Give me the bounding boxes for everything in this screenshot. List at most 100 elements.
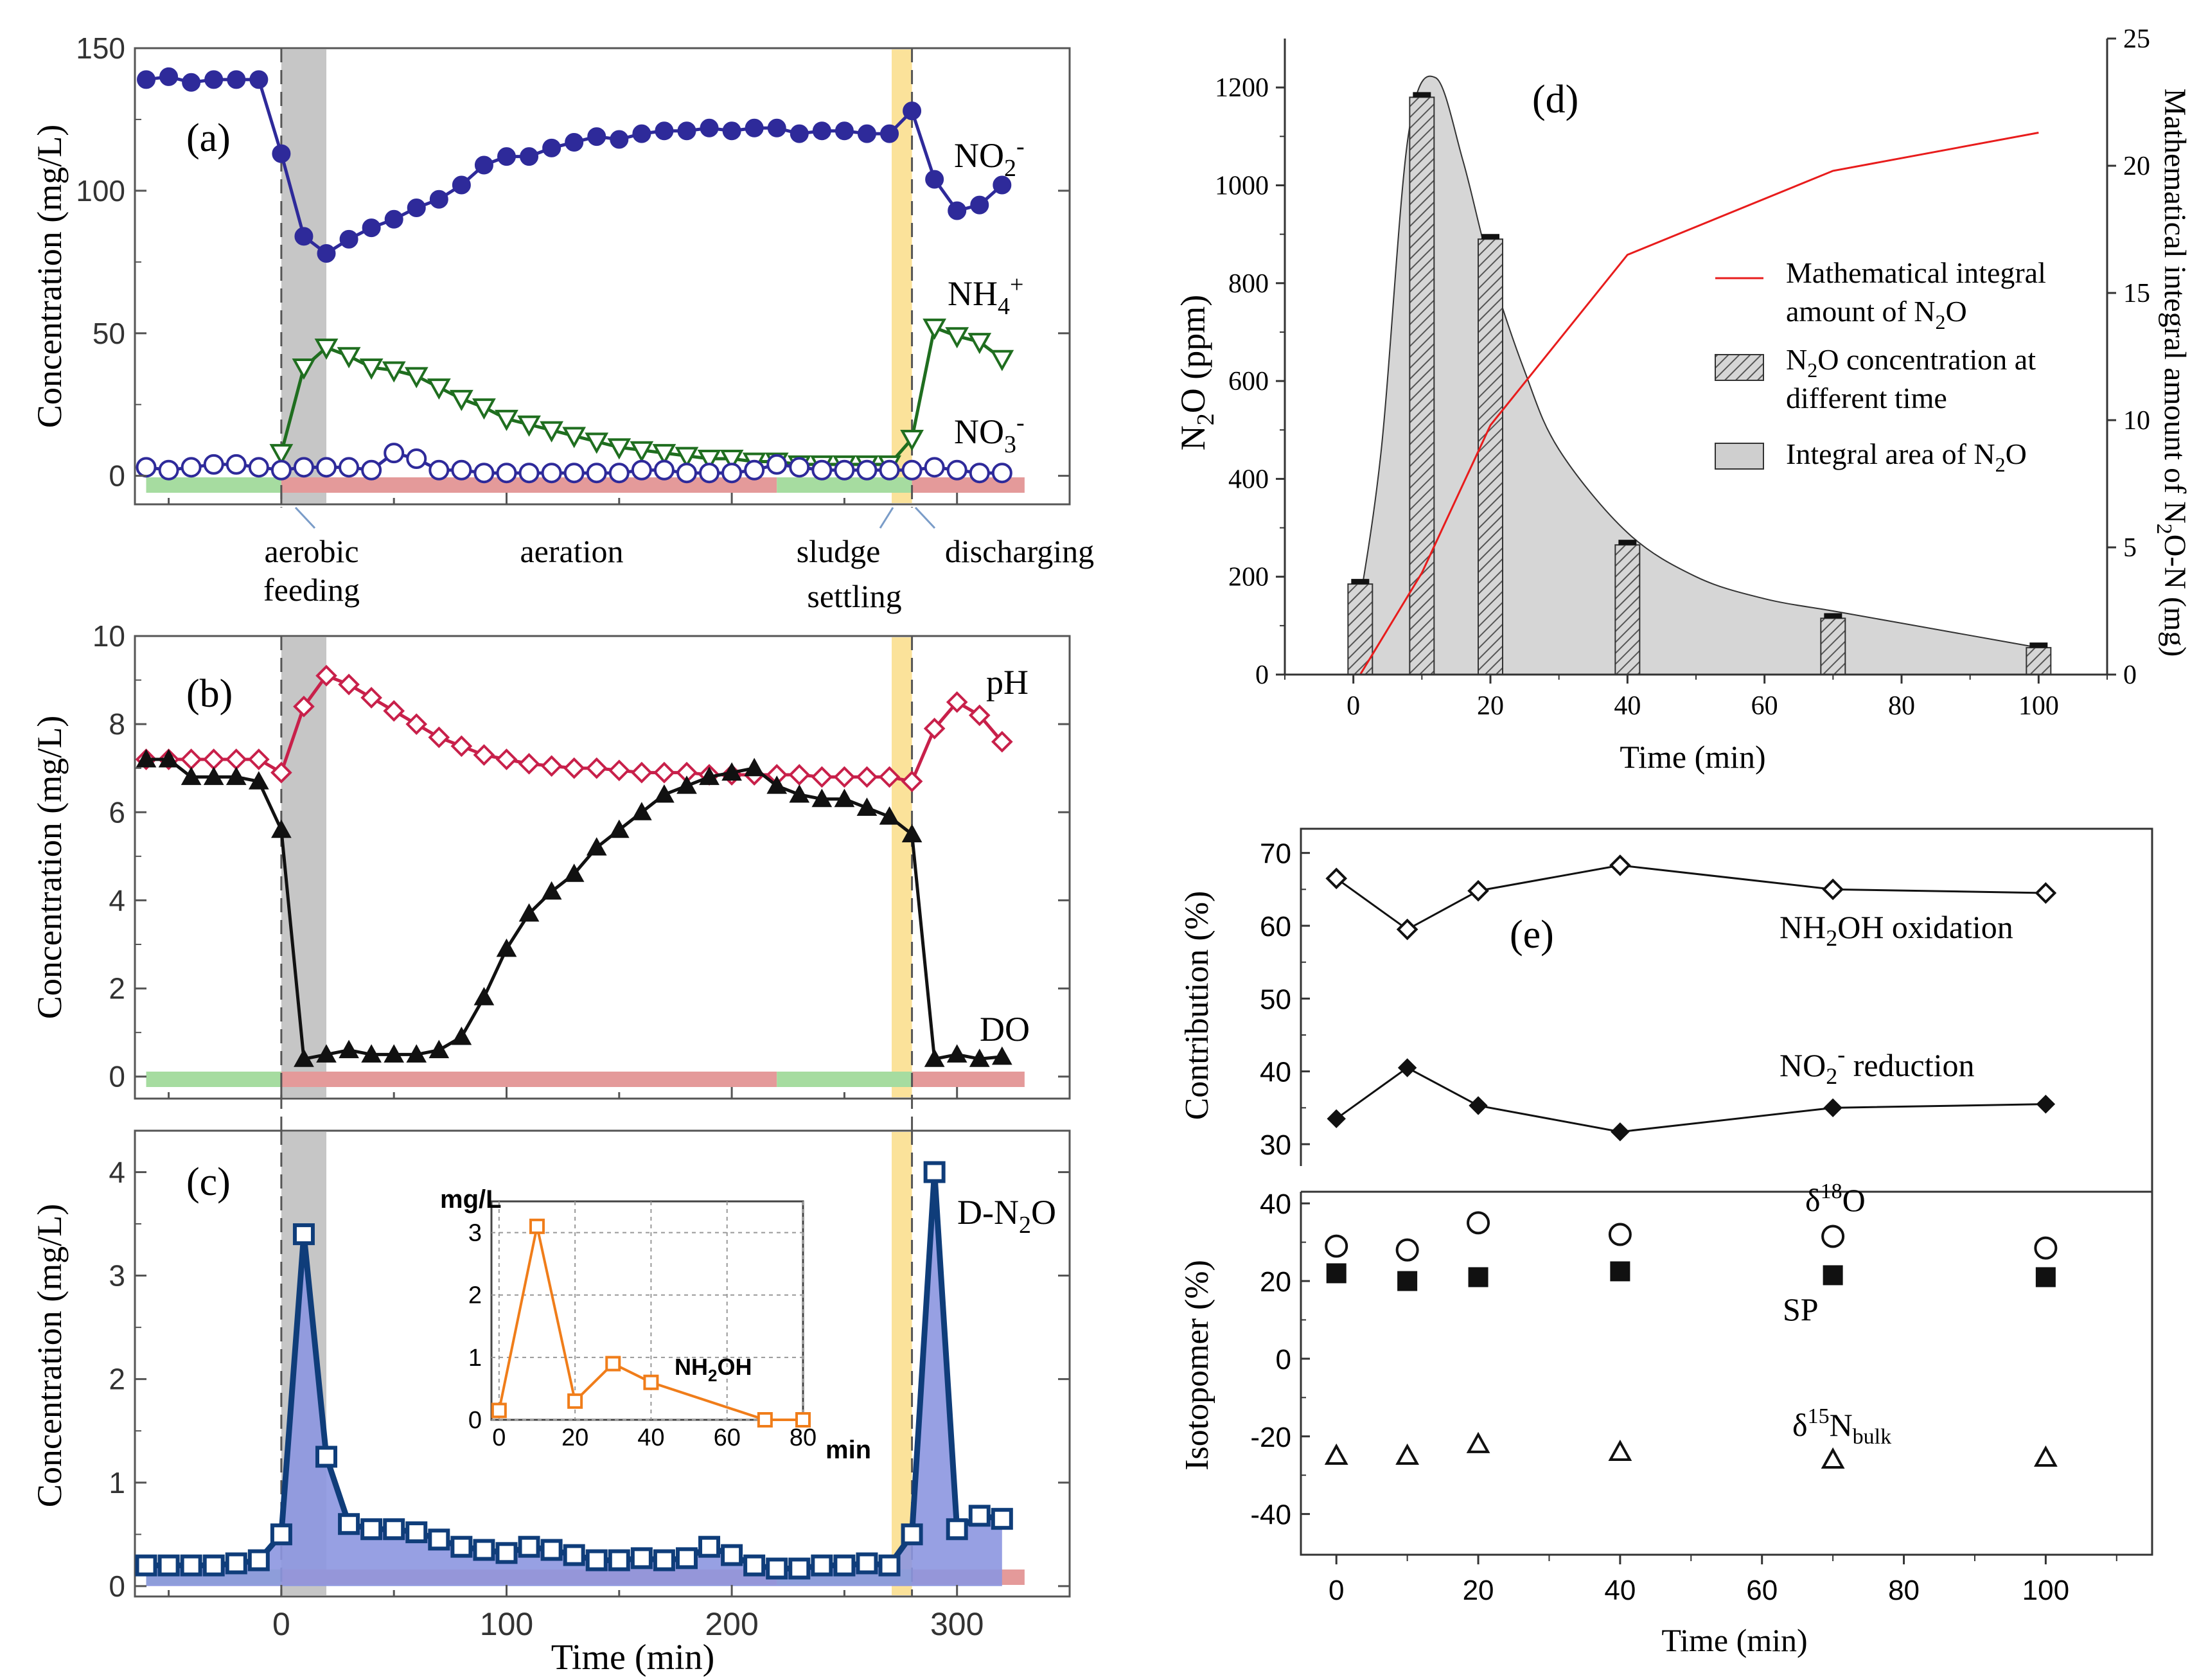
d-xtick-label: 40 bbox=[1614, 691, 1641, 721]
point-pH bbox=[383, 700, 405, 722]
point-DO bbox=[518, 903, 540, 922]
ytick-label: 6 bbox=[109, 795, 125, 829]
point-NH4+ bbox=[562, 427, 587, 448]
point-NO2- bbox=[632, 124, 651, 143]
point-NH4+ bbox=[585, 432, 609, 454]
n2o-bar bbox=[1614, 544, 1641, 676]
n2o-bar bbox=[1478, 238, 1503, 675]
ytick-label: 1 bbox=[109, 1466, 125, 1499]
point-NO3- bbox=[834, 459, 855, 481]
point-NO2- bbox=[745, 118, 764, 137]
point-DO bbox=[339, 1039, 359, 1059]
point-pH bbox=[878, 766, 901, 788]
point-D-N2O bbox=[878, 1554, 901, 1577]
point-NO2- bbox=[159, 67, 179, 86]
n2o-bar-errorcap bbox=[1351, 579, 1370, 585]
yellow-band bbox=[892, 1132, 912, 1595]
point-NO2- bbox=[655, 121, 674, 141]
panel-d: 0 200 400 600 800 1000 1200 0 5 10 15 20 25 0 20 40 60 80… bbox=[1174, 24, 2192, 775]
n2o-bar-errorcap bbox=[1618, 540, 1637, 545]
point-pH bbox=[653, 761, 675, 784]
point-D-N2O bbox=[608, 1549, 630, 1571]
point-D-N2O bbox=[450, 1535, 473, 1558]
point-NO3- bbox=[203, 454, 224, 475]
series-line-NO2- bbox=[146, 75, 1003, 256]
phase-bar-2 bbox=[777, 1072, 912, 1087]
panel-d-y2label: Mathematical integral amount of N2O-N (m… bbox=[2152, 89, 2192, 657]
e-point-δ18O bbox=[1467, 1211, 1490, 1235]
e-point-δ18O bbox=[1821, 1225, 1845, 1248]
point-DO bbox=[766, 775, 788, 794]
point-DO bbox=[294, 1048, 314, 1067]
panel-e-label: (e) bbox=[1510, 913, 1554, 957]
point-pH bbox=[946, 691, 968, 713]
e-bottom-ytick-label: 40 bbox=[1260, 1189, 1291, 1220]
point-D-N2O bbox=[225, 1552, 247, 1575]
d-y2tick-label: 15 bbox=[2123, 279, 2150, 308]
panel-a-label: (a) bbox=[186, 116, 231, 160]
point-pH bbox=[563, 757, 585, 779]
e-point-SP bbox=[1397, 1271, 1418, 1291]
point-NH4+ bbox=[923, 318, 947, 340]
e-point-NH2OH oxidation bbox=[1609, 854, 1631, 876]
legend-line-label-2: amount of N2O bbox=[1786, 295, 1967, 333]
point-DO bbox=[316, 1044, 337, 1063]
point-pH bbox=[293, 695, 315, 718]
point-NO2- bbox=[452, 175, 471, 195]
e-point-δ15N bulk bbox=[1324, 1443, 1348, 1465]
point-NH4+ bbox=[472, 398, 496, 420]
inset-ytick-label: 1 bbox=[468, 1345, 482, 1372]
e-point-NH2OH oxidation bbox=[1467, 880, 1489, 902]
point-NH4+ bbox=[967, 333, 992, 355]
point-NO2- bbox=[137, 70, 156, 89]
label-dn2o: D-N2O bbox=[957, 1193, 1056, 1239]
point-NO2- bbox=[903, 102, 922, 121]
phase-bar-0 bbox=[146, 1072, 281, 1087]
point-NO2- bbox=[384, 209, 403, 229]
inset-point bbox=[567, 1393, 583, 1409]
label-no3: NO3- bbox=[954, 409, 1025, 458]
point-D-N2O bbox=[630, 1547, 653, 1569]
point-pH bbox=[923, 718, 946, 739]
d-y2tick-label: 20 bbox=[2123, 152, 2150, 181]
inset-point bbox=[529, 1218, 545, 1234]
point-D-N2O bbox=[360, 1518, 383, 1541]
point-NO2- bbox=[767, 118, 786, 137]
point-NO2- bbox=[722, 121, 741, 141]
point-D-N2O bbox=[315, 1446, 338, 1468]
panel-c-xlabel: Time (min) bbox=[551, 1638, 715, 1677]
legend-line-label-1: Mathematical integral bbox=[1786, 256, 2046, 289]
point-NO2- bbox=[677, 121, 696, 141]
n2o-bar-errorcap bbox=[1481, 234, 1499, 240]
point-NO3- bbox=[631, 459, 652, 481]
e-point-SP bbox=[2035, 1267, 2056, 1287]
point-DO bbox=[361, 1044, 382, 1063]
point-D-N2O bbox=[383, 1518, 405, 1541]
point-NO3- bbox=[924, 457, 945, 478]
point-NO3- bbox=[653, 459, 675, 481]
point-D-N2O bbox=[292, 1223, 315, 1246]
e-top-ytick-label: 60 bbox=[1260, 911, 1291, 942]
point-D-N2O bbox=[946, 1518, 968, 1541]
point-NO2- bbox=[587, 127, 606, 146]
point-D-N2O bbox=[202, 1554, 225, 1577]
ytick-label: 50 bbox=[93, 317, 125, 350]
point-NH4+ bbox=[269, 444, 294, 466]
inset-xlabel: min bbox=[826, 1436, 871, 1464]
point-NO3- bbox=[361, 459, 382, 481]
point-NO2- bbox=[993, 175, 1012, 195]
legend-area-swatch bbox=[1715, 443, 1764, 470]
e-point-SP bbox=[1610, 1261, 1630, 1282]
point-NO3- bbox=[721, 463, 743, 484]
e-point-NO2- reduction bbox=[1611, 1122, 1630, 1142]
e-point-SP bbox=[1468, 1267, 1488, 1287]
point-DO bbox=[225, 766, 247, 785]
point-D-N2O bbox=[856, 1552, 878, 1575]
d-ytick-label: 200 bbox=[1228, 563, 1269, 592]
point-NO3- bbox=[158, 459, 179, 481]
phase-aerobic-feeding-1: aerobic bbox=[264, 533, 358, 569]
panel-a-frame bbox=[134, 47, 1071, 506]
e-point-δ15N bulk bbox=[1395, 1443, 1420, 1465]
phase-aerobic-feeding-2: feeding bbox=[263, 572, 360, 608]
